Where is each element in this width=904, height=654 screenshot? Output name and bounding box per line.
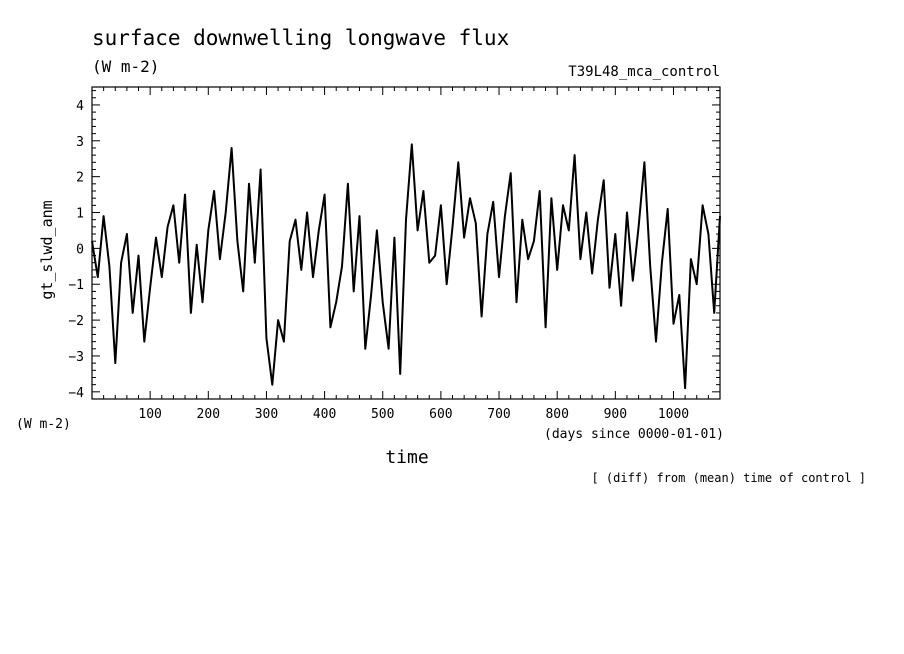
y-axis-label: gt_slwd_anm — [38, 200, 56, 299]
x-tick-label: 100 — [138, 407, 161, 422]
x-units-label: (days since 0000-01-01) — [544, 427, 724, 442]
y-units-label: (W m-2) — [16, 417, 71, 432]
x-tick-label: 200 — [197, 407, 220, 422]
units-label: (W m-2) — [92, 57, 159, 76]
x-tick-label: 1000 — [658, 407, 689, 422]
y-tick-label: 4 — [76, 99, 84, 114]
x-axis-label: time — [385, 447, 428, 468]
y-tick-label: 2 — [76, 171, 84, 186]
chart-title: surface downwelling longwave flux — [92, 26, 509, 50]
y-tick-label: −1 — [68, 278, 84, 293]
footnote: [ (diff) from (mean) time of control ] — [591, 471, 866, 485]
y-tick-label: −2 — [68, 314, 84, 329]
y-tick-label: −3 — [68, 350, 84, 365]
x-tick-label: 700 — [487, 407, 510, 422]
y-tick-label: 0 — [76, 242, 84, 257]
series-line — [91, 143, 721, 390]
x-tick-label: 800 — [545, 407, 568, 422]
x-tick-label: 500 — [371, 407, 394, 422]
y-tick-label: 1 — [76, 207, 84, 222]
tick-labels: 100 200 300 400 500 600 700 800 900 1000 −4 −3 −2 −1 0… — [68, 99, 689, 422]
x-tick-label: 900 — [604, 407, 627, 422]
y-tick-label: −4 — [68, 386, 84, 401]
run-label: T39L48_mca_control — [568, 64, 720, 80]
x-tick-label: 600 — [429, 407, 452, 422]
x-tick-label: 400 — [313, 407, 336, 422]
x-tick-label: 300 — [255, 407, 278, 422]
y-tick-label: 3 — [76, 135, 84, 150]
